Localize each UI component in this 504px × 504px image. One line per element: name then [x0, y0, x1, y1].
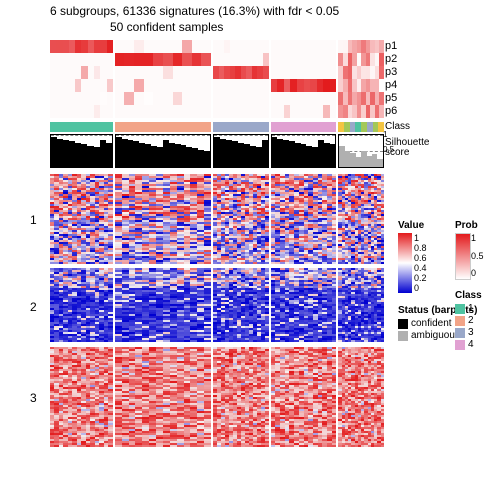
prob-row — [50, 66, 380, 79]
title-line-2: 50 confident samples — [110, 20, 223, 34]
prob-label: p1 — [385, 40, 397, 52]
block-label: 2 — [30, 300, 37, 314]
title-line-1: 6 subgroups, 61336 signatures (16.3%) wi… — [50, 4, 339, 18]
silhouette-panel — [50, 134, 380, 166]
prob-label: p3 — [385, 66, 397, 78]
heatmap-block — [50, 268, 380, 343]
legend-prob: Prob10.50 — [455, 220, 478, 278]
block-label: 3 — [30, 391, 37, 405]
class-label: Class — [385, 121, 410, 132]
heatmap-block — [50, 347, 380, 447]
prob-row — [50, 40, 380, 53]
heatmap-block — [50, 174, 380, 264]
prob-label: p2 — [385, 53, 397, 65]
prob-row — [50, 92, 380, 105]
legend-value: Value10.80.60.40.20 — [398, 220, 424, 293]
prob-row — [50, 105, 380, 118]
prob-label: p6 — [385, 105, 397, 117]
prob-row — [50, 79, 380, 92]
class-strip — [50, 122, 380, 132]
prob-label: p4 — [385, 79, 397, 91]
block-label: 1 — [30, 213, 37, 227]
legend-class: Class1234 — [455, 290, 482, 351]
prob-label: p5 — [385, 92, 397, 104]
prob-row — [50, 53, 380, 66]
